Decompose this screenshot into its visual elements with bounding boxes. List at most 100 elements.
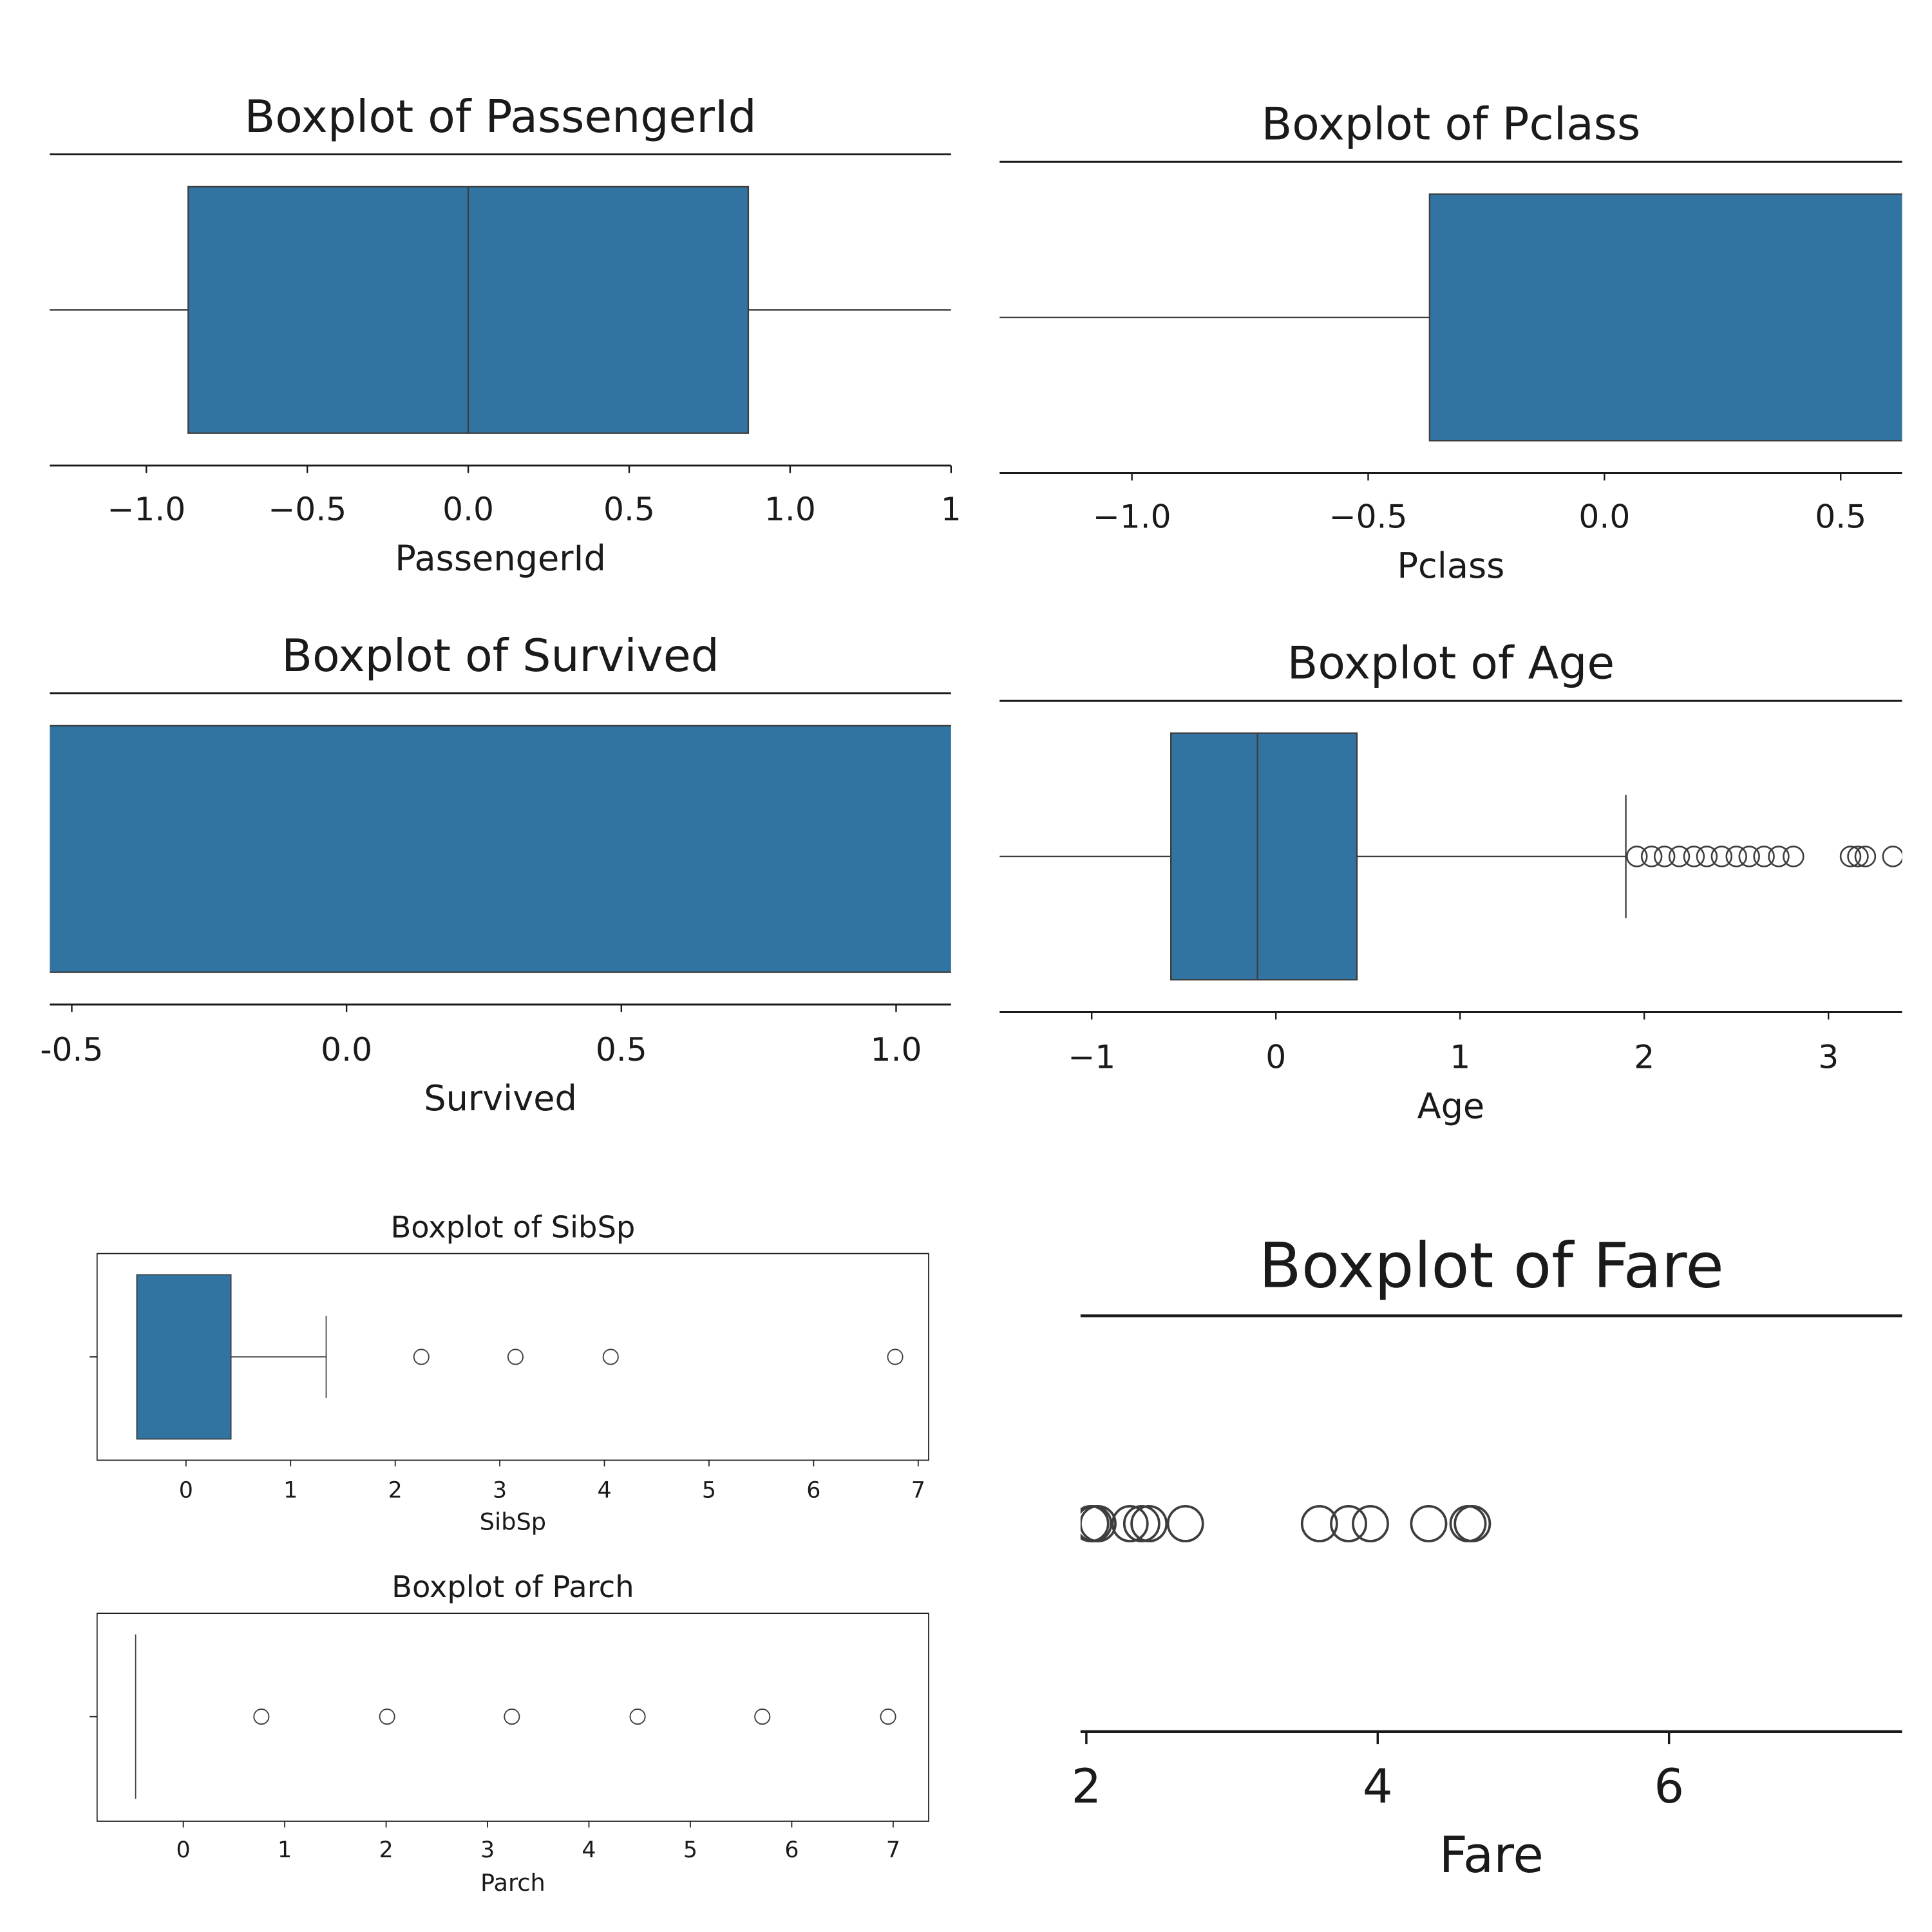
x-tick-label: −0.5 xyxy=(1329,498,1407,536)
outlier-point xyxy=(1753,846,1775,867)
boxplot-age-panel: −1 0 1 2 3 Boxplot of Age Age xyxy=(999,637,1902,1126)
plot-area xyxy=(999,193,1902,442)
outlier-point xyxy=(1854,846,1877,867)
outlier-point xyxy=(1330,1505,1367,1542)
outlier-point xyxy=(1683,846,1705,867)
plot-area xyxy=(136,1274,904,1440)
box xyxy=(136,1274,232,1440)
outlier-point xyxy=(880,1709,896,1725)
outlier-point xyxy=(1080,1505,1117,1542)
boxplot-sibsp-panel: 0 1 2 3 4 5 6 7 Boxplot of SibSp SibSp xyxy=(90,1209,929,1536)
outlier-point xyxy=(379,1709,395,1725)
outlier-point xyxy=(1738,846,1760,867)
outlier-point xyxy=(602,1349,619,1365)
outlier-point xyxy=(1725,846,1747,867)
x-tick-label: −1.0 xyxy=(107,490,185,528)
outlier-point xyxy=(1653,846,1676,867)
outlier-point xyxy=(413,1349,430,1365)
x-tick-label: −1 xyxy=(1068,1038,1115,1076)
outlier-point xyxy=(1122,1505,1160,1542)
outlier-point xyxy=(1626,846,1648,867)
x-tick-label: 0.5 xyxy=(596,1030,647,1068)
x-axis-label: SibSp xyxy=(480,1508,546,1536)
boxplot-parch-panel: 0 1 2 3 4 5 6 7 Boxplot of Parch Parch xyxy=(90,1569,929,1897)
outlier-point xyxy=(1640,846,1663,867)
chart-title: Boxplot of SibSp xyxy=(390,1209,635,1244)
x-tick-label: 3 xyxy=(1818,1038,1839,1076)
outlier-point xyxy=(1710,846,1733,867)
outlier-point xyxy=(1668,846,1690,867)
x-axis-label: Pclass xyxy=(1397,545,1504,586)
outlier-point xyxy=(1410,1505,1448,1542)
plot-area xyxy=(50,185,951,434)
x-axis-label: Fare xyxy=(1439,1826,1544,1884)
box xyxy=(1428,193,1902,442)
outlier-point xyxy=(1839,846,1862,867)
outlier-point xyxy=(253,1709,270,1725)
axes-frame xyxy=(96,1613,929,1822)
plot-area xyxy=(50,724,951,973)
plot-area xyxy=(999,732,1902,981)
x-tick-label: 2 xyxy=(388,1477,402,1503)
outlier-point xyxy=(504,1709,520,1725)
x-tick-label: 2 xyxy=(1634,1038,1654,1076)
x-tick-label: 4 xyxy=(1363,1759,1393,1814)
chart-title: Boxplot of Fare xyxy=(1259,1229,1724,1302)
x-tick-label: 0.0 xyxy=(442,490,494,528)
plot-area xyxy=(135,1634,896,1799)
x-tick-label: 1.0 xyxy=(764,490,816,528)
outlier-point xyxy=(1130,1505,1168,1542)
x-tick-label: 6 xyxy=(784,1837,799,1863)
x-axis-label: Parch xyxy=(480,1869,545,1897)
outlier-point xyxy=(1847,846,1869,867)
outlier-point xyxy=(754,1709,771,1725)
x-tick-label: 1 xyxy=(278,1837,292,1863)
chart-title: Boxplot of Parch xyxy=(392,1569,634,1604)
x-tick-label: 3 xyxy=(493,1477,507,1503)
outlier-point xyxy=(1166,1505,1204,1542)
x-axis-label: Age xyxy=(1417,1086,1485,1126)
outlier-point xyxy=(1768,846,1790,867)
boxplot-fare-panel: 2 4 6 Boxplot of Fare Fare xyxy=(1072,1229,1902,1884)
x-tick-label: 0.5 xyxy=(1815,498,1866,536)
outlier-point xyxy=(507,1349,524,1365)
x-axis-label: PassengerId xyxy=(395,538,606,578)
x-tick-label: 6 xyxy=(806,1477,820,1503)
chart-title: Boxplot of Pclass xyxy=(1262,98,1641,150)
chart-title: Boxplot of Age xyxy=(1287,637,1615,689)
x-tick-label: 3 xyxy=(480,1837,495,1863)
outlier-point xyxy=(887,1349,904,1365)
boxplot-pclass-panel: −1.0 −0.5 0.0 0.5 Boxplot of Pclass Pclass xyxy=(999,98,1902,586)
x-tick-label: 0 xyxy=(179,1477,193,1503)
plot-area xyxy=(1080,1505,1492,1542)
x-tick-label: 1.0 xyxy=(871,1030,922,1068)
x-tick-label: −0.5 xyxy=(268,490,346,528)
x-tick-label: 0 xyxy=(176,1837,191,1863)
x-tick-label: 7 xyxy=(886,1837,900,1863)
x-tick-label: 1 xyxy=(283,1477,298,1503)
x-tick-label: 5 xyxy=(702,1477,716,1503)
outlier-point xyxy=(1080,1505,1110,1542)
x-tick-label: 2 xyxy=(1072,1759,1102,1814)
x-tick-label: -0.5 xyxy=(40,1030,103,1068)
boxplot-survived-panel: -0.5 0.0 0.5 1.0 Boxplot of Survived Survived xyxy=(40,630,951,1119)
x-tick-label: 7 xyxy=(911,1477,925,1503)
outlier-point xyxy=(1783,846,1804,867)
outlier-point xyxy=(1882,846,1902,867)
outlier-point xyxy=(1300,1505,1338,1542)
outlier-point xyxy=(1696,846,1718,867)
x-tick-label: 2 xyxy=(379,1837,393,1863)
x-tick-label: 4 xyxy=(597,1477,611,1503)
x-tick-label: 6 xyxy=(1654,1759,1684,1814)
x-tick-label: 1 xyxy=(941,490,961,528)
x-tick-label: 0.5 xyxy=(603,490,655,528)
x-tick-label: 0.0 xyxy=(1578,498,1630,536)
x-tick-label: 0.0 xyxy=(321,1030,372,1068)
outlier-point xyxy=(1111,1505,1149,1542)
box xyxy=(50,724,951,973)
box xyxy=(1170,732,1358,981)
outlier-point xyxy=(629,1709,646,1725)
x-tick-label: 1 xyxy=(1450,1038,1470,1076)
x-tick-label: 4 xyxy=(582,1837,596,1863)
